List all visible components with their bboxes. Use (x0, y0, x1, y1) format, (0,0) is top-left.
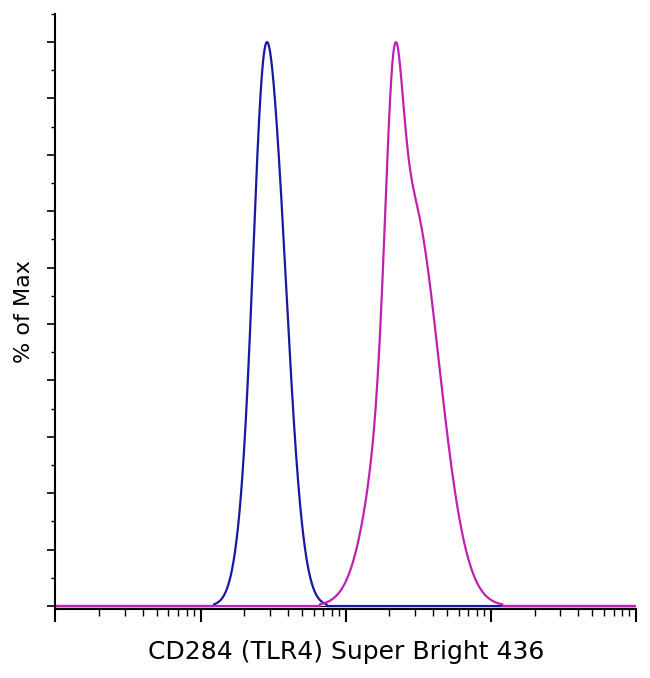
X-axis label: CD284 (TLR4) Super Bright 436: CD284 (TLR4) Super Bright 436 (148, 640, 544, 664)
Y-axis label: % of Max: % of Max (14, 260, 34, 363)
